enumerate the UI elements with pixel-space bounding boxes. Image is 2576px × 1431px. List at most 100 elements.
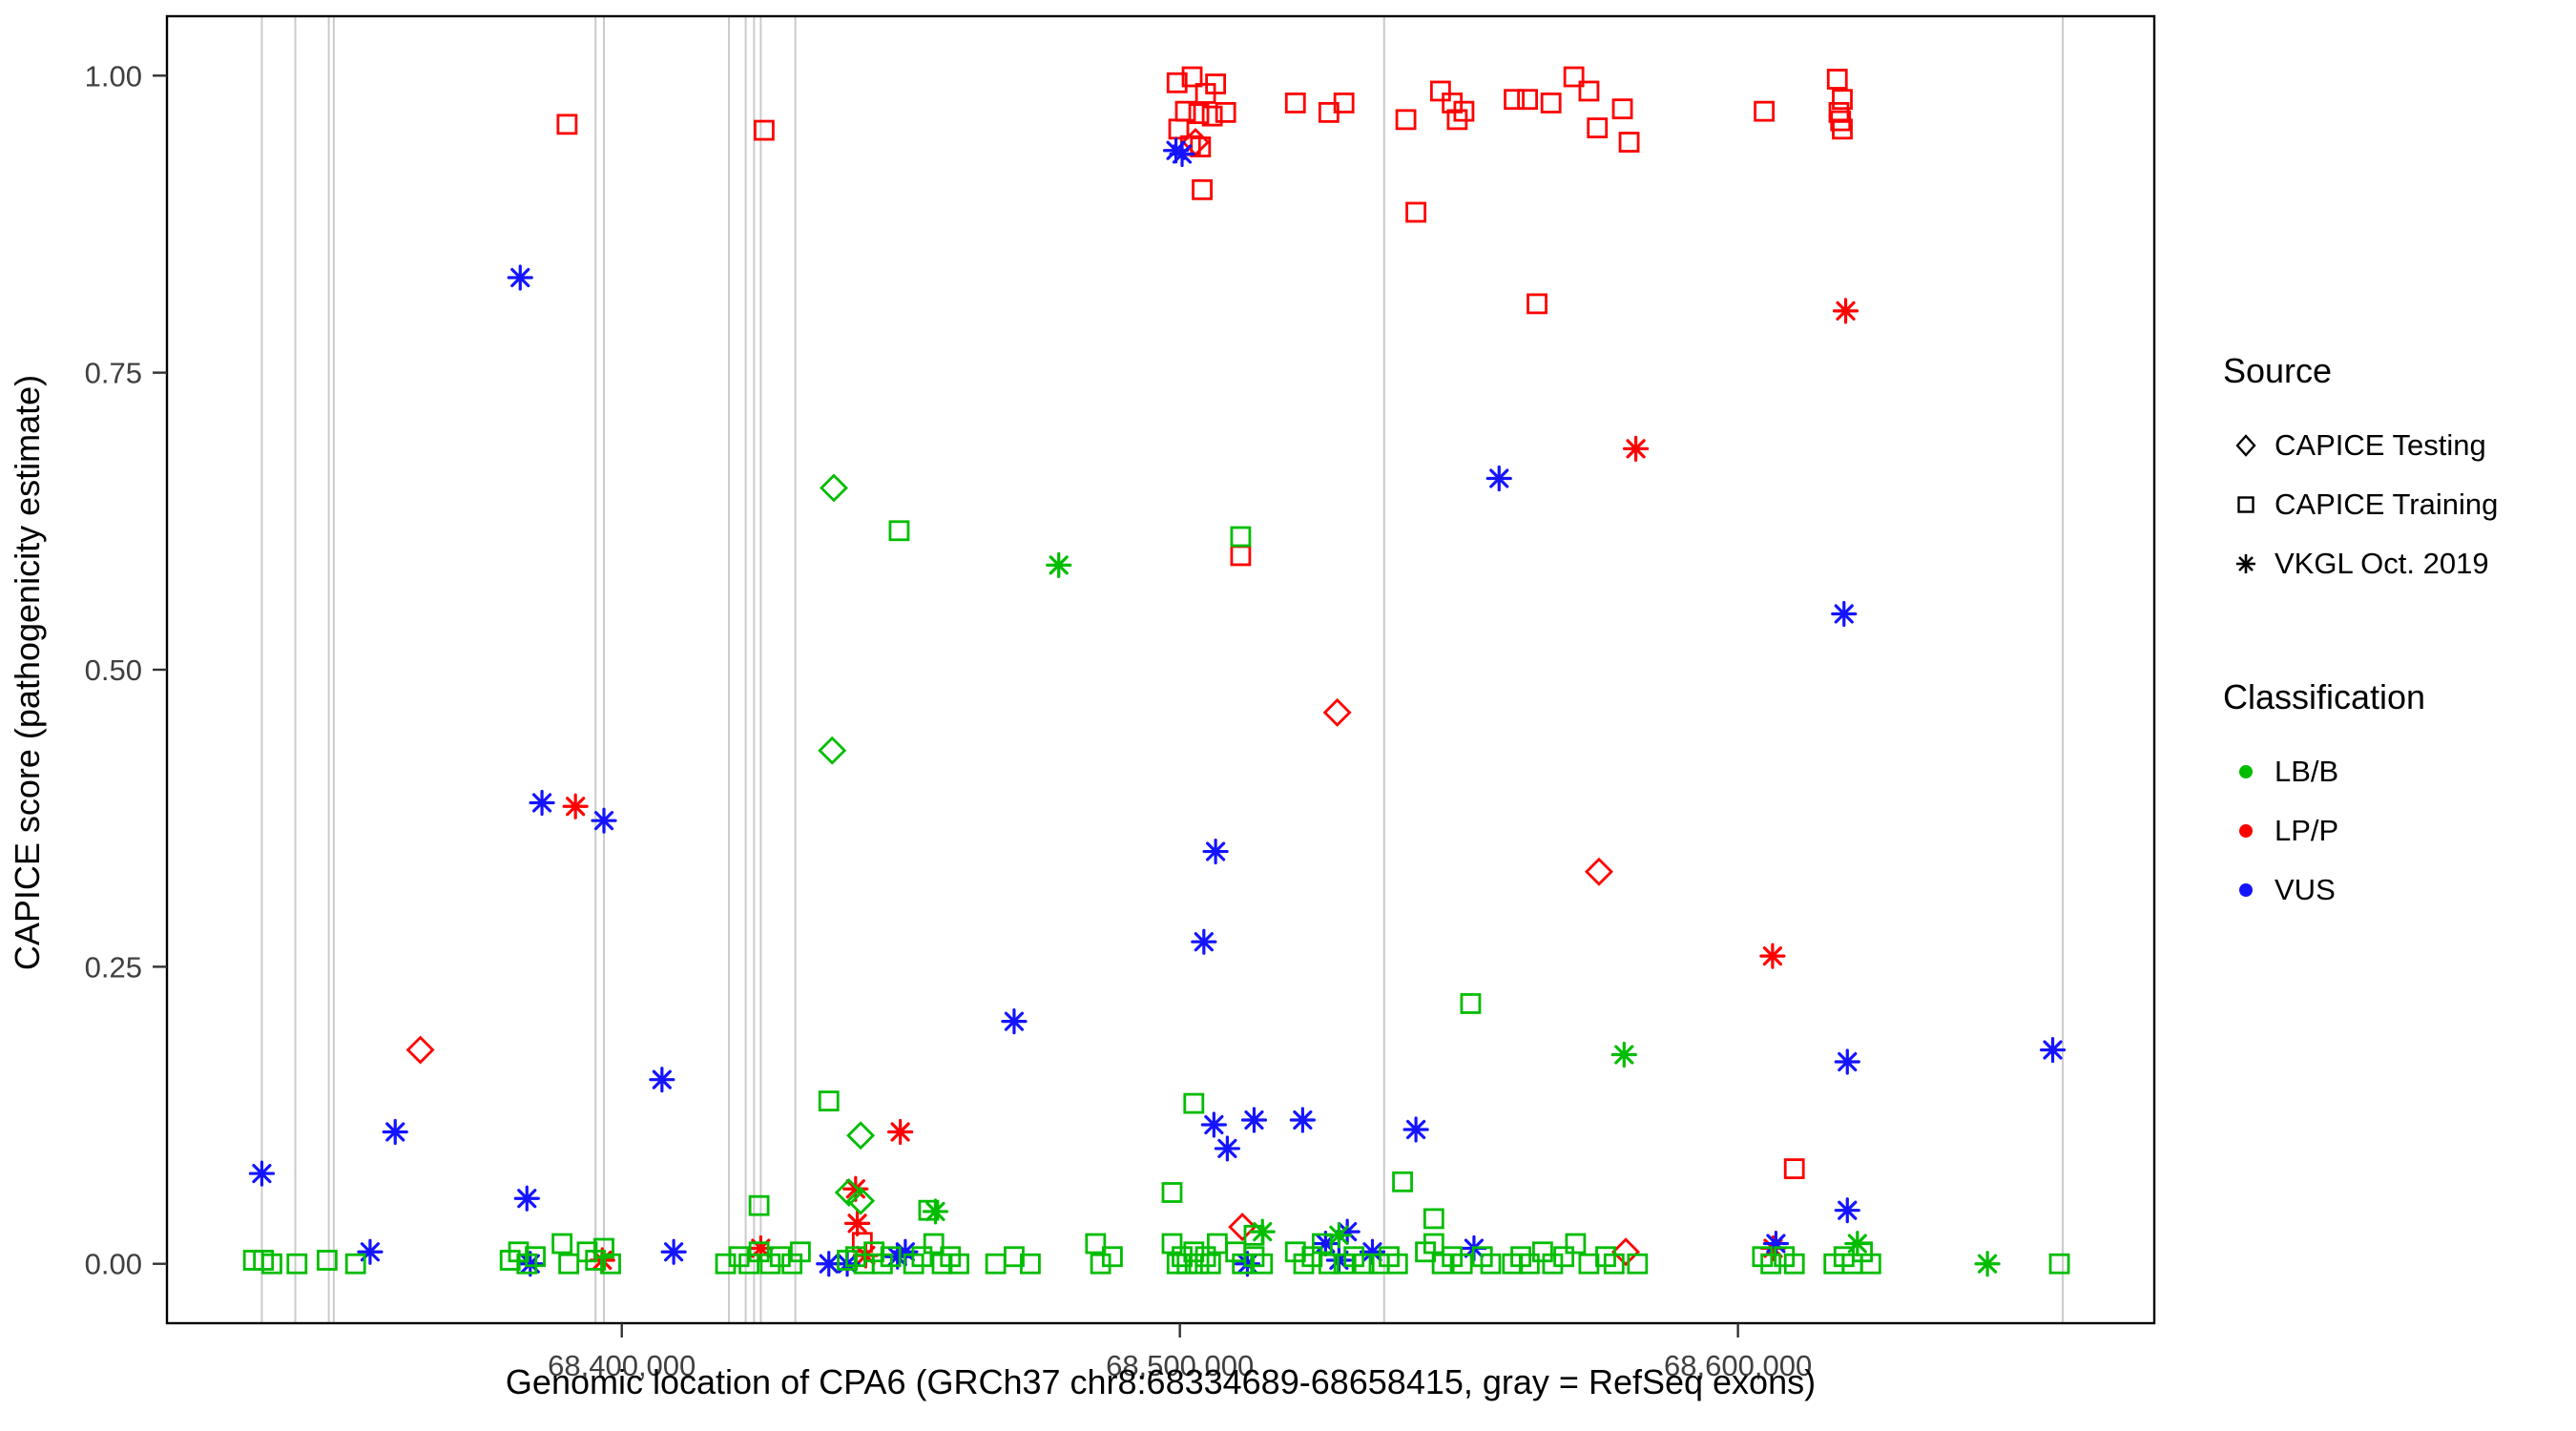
data-point-square — [753, 119, 775, 141]
data-point-square — [715, 1253, 737, 1275]
data-point-square — [1754, 100, 1776, 122]
legend-item-label: LP/P — [2275, 814, 2339, 847]
legend-item-label: CAPICE Testing — [2275, 428, 2486, 462]
legend-item-label: CAPICE Training — [2275, 487, 2499, 521]
data-point-asterisk — [1001, 1008, 1028, 1035]
data-point-square — [1181, 66, 1203, 88]
y-tick-label: 1.00 — [85, 59, 142, 93]
data-point-square — [1423, 1208, 1444, 1230]
data-point-asterisk — [1402, 1116, 1429, 1143]
data-point-diamond — [1584, 857, 1613, 886]
legend: Source CAPICE Testing CAPICE Training — [2223, 351, 2566, 920]
data-point-diamond — [1322, 697, 1352, 727]
data-point-asterisk — [660, 1238, 687, 1265]
data-point-diamond — [834, 1178, 863, 1207]
data-point-square — [2048, 1253, 2070, 1275]
data-point-square — [556, 114, 578, 135]
y-axis-title: CAPICE score (pathogenicity estimate) — [8, 374, 47, 971]
data-point-square — [1395, 109, 1417, 131]
data-point-square — [1518, 1253, 1540, 1275]
legend-source-title: Source — [2223, 351, 2333, 390]
diamond-icon — [2235, 434, 2256, 457]
data-point-diamond — [1228, 1213, 1257, 1242]
data-point-square — [1188, 1253, 1210, 1275]
data-point-square — [1199, 1253, 1221, 1275]
data-point-asterisk — [1202, 838, 1229, 865]
data-point-asterisk — [1169, 140, 1195, 168]
data-point-square — [1587, 117, 1609, 138]
data-point-diamond — [1611, 1237, 1641, 1267]
legend-item-lbb: LB/B — [2223, 742, 2566, 801]
data-point-diamond — [820, 473, 848, 503]
data-point-square — [1215, 101, 1236, 123]
data-point-asterisk — [649, 1067, 675, 1093]
data-point-square — [1168, 118, 1190, 140]
data-point-square — [286, 1253, 308, 1275]
data-point-square — [1429, 80, 1451, 102]
plot-panel — [167, 16, 2154, 1323]
data-point-square — [911, 1246, 933, 1268]
data-point-diamond — [1181, 128, 1211, 156]
data-point-square — [918, 1199, 940, 1221]
data-point-asterisk — [248, 1160, 276, 1187]
data-point-square — [748, 1241, 770, 1263]
data-point-diamond — [846, 1121, 876, 1151]
data-point-asterisk — [382, 1118, 408, 1146]
data-point-asterisk — [1834, 1048, 1860, 1075]
data-point-asterisk — [843, 1210, 871, 1236]
data-point-asterisk — [1046, 551, 1072, 579]
data-point-square — [1563, 66, 1585, 88]
data-point-square — [1542, 1253, 1564, 1275]
data-point-square — [1318, 1253, 1340, 1275]
data-point-asterisk — [1974, 1251, 2001, 1277]
data-point-square — [593, 1237, 614, 1259]
data-point-square — [1172, 1246, 1193, 1268]
data-point-square — [1783, 1253, 1805, 1275]
data-point-square — [948, 1253, 969, 1275]
data-point-square — [1101, 1246, 1123, 1268]
data-point-square — [1085, 1233, 1107, 1255]
vus-dot-icon — [2239, 883, 2253, 897]
data-point-square — [1161, 1182, 1183, 1203]
data-point-square — [1553, 1246, 1575, 1268]
data-point-square — [558, 1253, 580, 1275]
data-point-square — [1386, 1253, 1408, 1275]
data-point-asterisk — [2039, 1036, 2067, 1064]
data-point-asterisk — [513, 1185, 540, 1212]
legend-item-vkgl: VKGL Oct. 2019 — [2223, 534, 2566, 593]
data-point-asterisk — [529, 789, 555, 817]
legend-item-capice-training: CAPICE Training — [2223, 475, 2566, 534]
data-point-square — [525, 1246, 546, 1268]
data-point-square — [888, 520, 910, 542]
data-point-square — [1201, 105, 1223, 127]
data-point-square — [1423, 1233, 1444, 1255]
data-point-square — [1311, 1233, 1333, 1255]
data-point-square — [1188, 103, 1210, 125]
data-point-square — [1333, 93, 1355, 114]
data-point-square — [600, 1253, 621, 1275]
data-point-square — [1205, 73, 1227, 94]
x-tick-label: 68,500,000 — [1106, 1349, 1254, 1382]
data-point-asterisk — [357, 1238, 384, 1265]
data-point-asterisk — [1759, 943, 1786, 969]
data-point-asterisk — [887, 1118, 914, 1146]
data-point-square — [316, 1250, 338, 1271]
data-point-square — [1578, 80, 1600, 102]
data-point-square — [1504, 89, 1525, 111]
data-point-asterisk — [1191, 928, 1217, 955]
asterisk-icon — [2236, 554, 2255, 573]
data-point-asterisk — [1214, 1135, 1240, 1162]
data-point-square — [1832, 89, 1853, 111]
legend-item-label: VUS — [2275, 873, 2336, 906]
data-point-diamond — [405, 1035, 435, 1065]
legend-item-capice-testing: CAPICE Testing — [2223, 416, 2566, 475]
data-point-asterisk — [1834, 1197, 1860, 1224]
y-tick-label: 0.25 — [85, 950, 142, 984]
y-tick-label: 0.00 — [85, 1248, 142, 1281]
square-icon — [2237, 496, 2254, 513]
data-point-square — [1004, 1246, 1025, 1268]
data-point-square — [1603, 1253, 1625, 1275]
data-point-square — [1353, 1253, 1375, 1275]
data-point-square — [1760, 1253, 1782, 1275]
